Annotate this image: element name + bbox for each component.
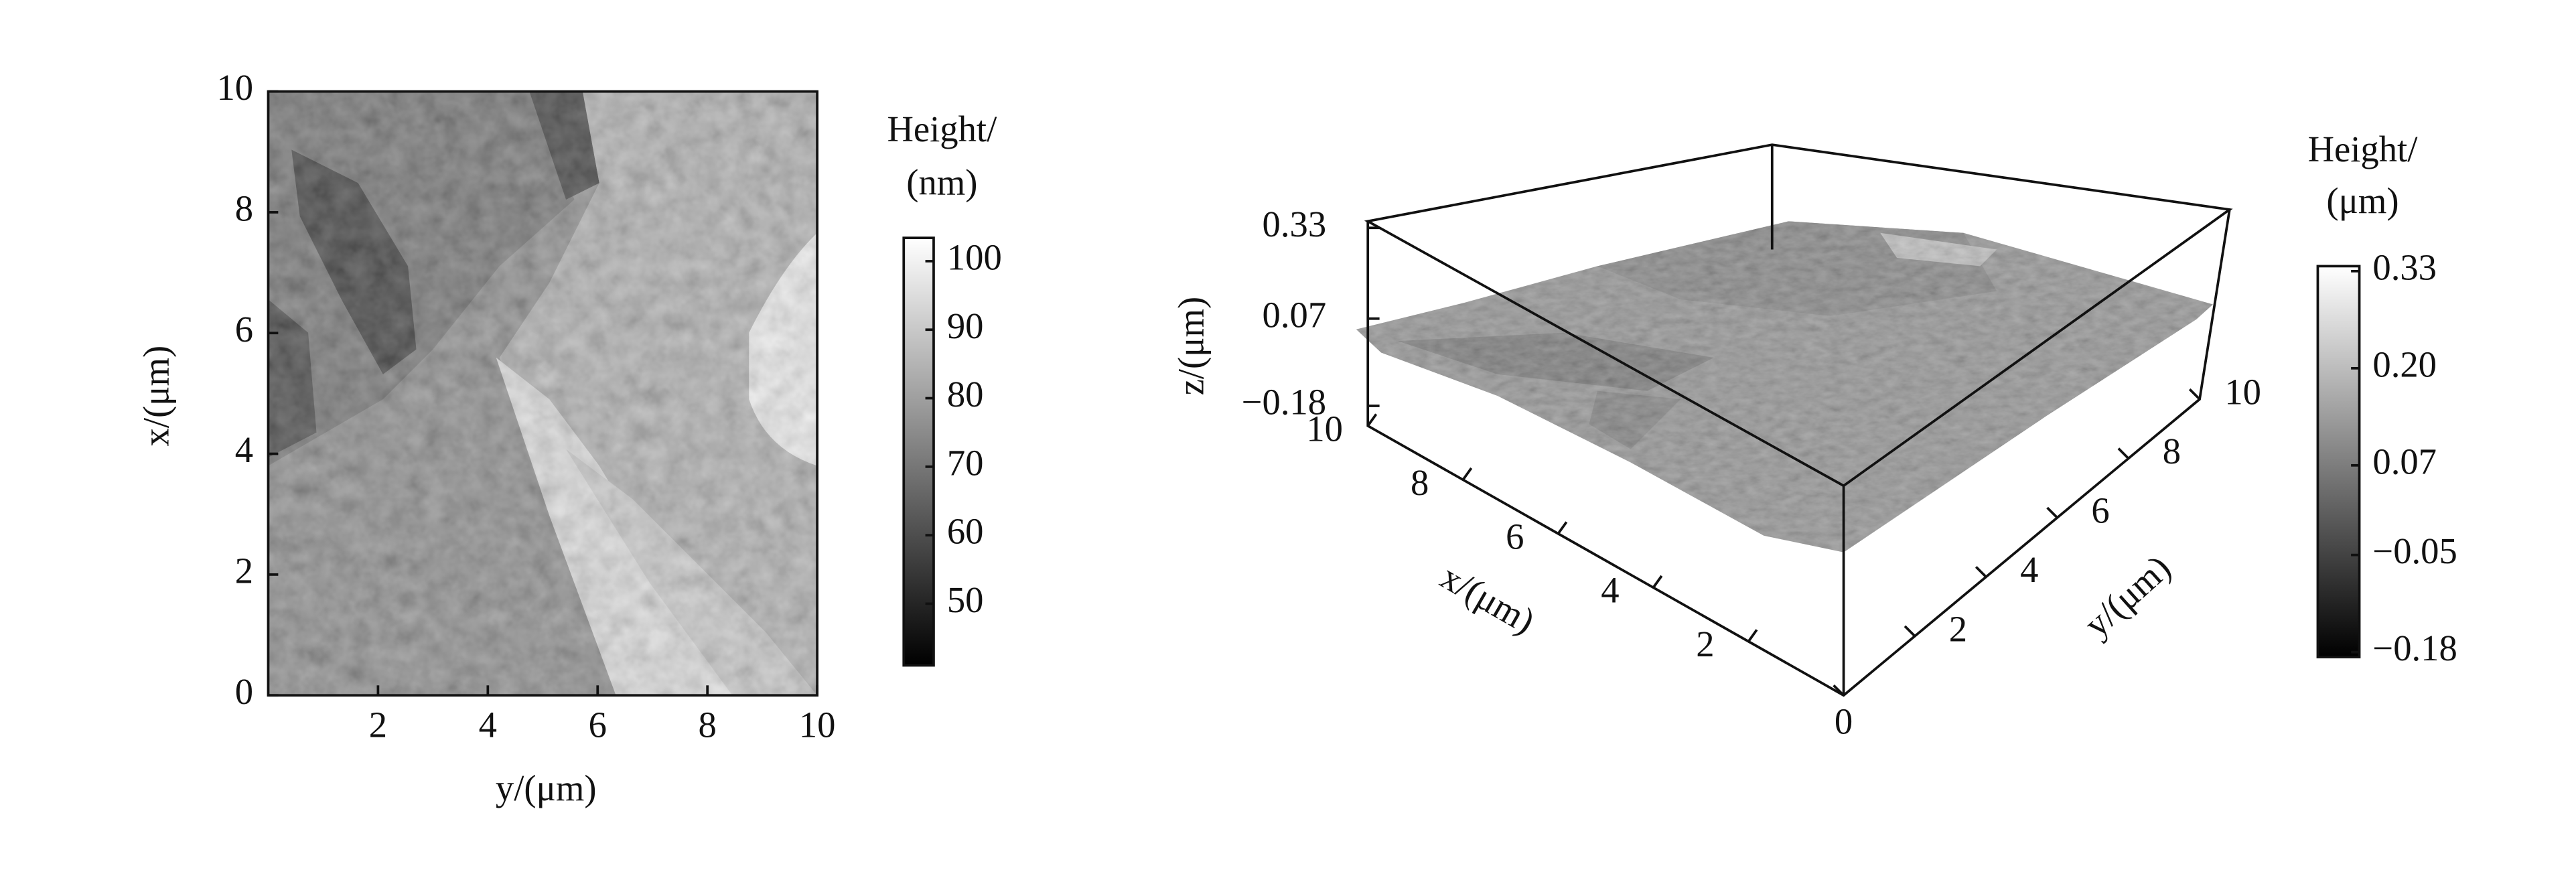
y-tick-label: 6	[2091, 490, 2109, 531]
y-tick-label: 4	[235, 429, 253, 470]
plot-frame	[267, 90, 818, 697]
height-map	[268, 91, 818, 696]
colorbar-tick-label: 60	[947, 511, 984, 552]
colorbar	[902, 236, 935, 667]
x-tick	[1652, 575, 1663, 589]
box-edges	[1366, 209, 2231, 697]
y-tick	[2117, 447, 2130, 459]
x-tick	[1366, 413, 1378, 427]
y-tick-label: 2	[235, 550, 253, 591]
z-tick-label: 0.33	[1263, 204, 1327, 244]
colorbar-tick-label: 0.20	[2372, 344, 2437, 384]
x-tick-label: 4	[479, 704, 497, 745]
x-tick-label: 10	[799, 704, 836, 745]
y-tick	[1904, 625, 1916, 638]
y-tick	[1833, 684, 1845, 697]
colorbar-tick-label: 0.33	[2372, 246, 2437, 287]
x-tick-label: 4	[1601, 570, 1619, 611]
y-tick-label: 10	[2224, 372, 2261, 413]
x-tick-label: 10	[1306, 408, 1343, 449]
x-axis-label: x/(μm)	[1434, 556, 1542, 642]
x-tick	[1557, 521, 1568, 534]
z-axis-label: z/(μm)	[1170, 297, 1211, 396]
y-tick	[2046, 506, 2058, 519]
colorbar	[2316, 265, 2361, 658]
colorbar-tick-label: 90	[947, 305, 984, 346]
y-tick-label: 8	[235, 188, 253, 228]
y-tick-label: 2	[1949, 608, 1967, 649]
x-tick-label: 2	[1696, 624, 1714, 664]
z-tick-label: −0.18	[1242, 382, 1326, 423]
x-axis-label: y/(μm)	[496, 768, 597, 808]
colorbar-tick-label: −0.18	[2372, 628, 2457, 668]
colorbar-tick-label: −0.05	[2372, 530, 2457, 571]
colorbar-tick-label: 100	[947, 237, 1002, 278]
x-tick-label: 6	[1506, 516, 1524, 557]
colorbar-tick-label: 0.07	[2372, 441, 2437, 482]
x-tick	[1747, 629, 1758, 642]
colorbar-tick-label: 80	[947, 374, 984, 415]
y-tick	[1975, 566, 1987, 578]
x-tick-label: 8	[1411, 462, 1429, 503]
colorbar-tick-label: 50	[947, 579, 984, 620]
colorbar-tick-label: 70	[947, 442, 984, 483]
x-tick-label: 6	[589, 704, 607, 745]
y-tick-label: 0	[1835, 701, 1853, 741]
colorbar-label: (μm)	[2326, 180, 2399, 221]
y-tick	[2188, 388, 2201, 401]
colorbar-label: Height/	[887, 108, 997, 149]
box-frame	[1364, 143, 2233, 697]
colorbar-label: (nm)	[906, 162, 977, 203]
colorbar-label: Height/	[2308, 129, 2419, 169]
y-tick-label: 0	[235, 671, 253, 712]
x-tick-label: 2	[369, 704, 387, 745]
y-tick-label: 8	[2163, 431, 2181, 472]
x-tick	[1461, 467, 1473, 481]
y-tick-label: 6	[235, 309, 253, 350]
z-tick-label: 0.07	[1263, 294, 1327, 335]
y-axis-label: x/(μm)	[136, 346, 177, 447]
y-tick-label: 10	[216, 67, 253, 108]
x-tick-label: 8	[699, 704, 717, 745]
y-axis-label: y/(μm)	[2076, 547, 2178, 645]
y-tick-label: 4	[2020, 549, 2038, 590]
